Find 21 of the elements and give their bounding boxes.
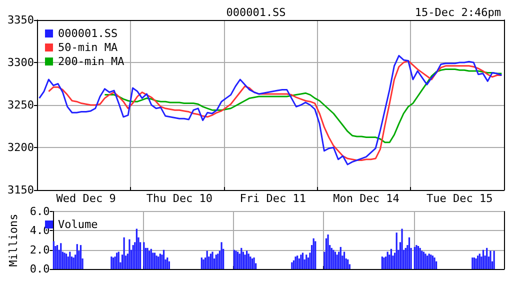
line-series: [104, 68, 502, 144]
legend-label: 200-min MA: [58, 55, 125, 68]
legend-label: 000001.SS: [58, 27, 118, 40]
y-tick-label: 3150: [8, 184, 34, 196]
y-tick-label: 3200: [8, 141, 34, 154]
y-tick-label: 3250: [8, 98, 34, 112]
y-axis-title: Millions: [7, 214, 20, 267]
x-tick-label: Fri Dec 11: [240, 192, 306, 205]
x-tick-label: Mon Dec 14: [333, 192, 400, 205]
x-tick-label: Wed Dec 9: [56, 192, 116, 205]
y-tick-label: 2.0: [30, 243, 50, 256]
y-tick-label: 3350: [8, 14, 34, 26]
chart-title: 000001.SS: [226, 6, 286, 19]
x-tick-label: Tue Dec 15: [426, 192, 493, 205]
chart-subtitle: 15-Dec 2:46pm: [414, 6, 502, 19]
y-tick-label: 3300: [8, 56, 34, 69]
legend-label: 50-min MA: [58, 41, 118, 54]
y-tick-label: 0.0: [30, 262, 50, 276]
legend-label: Volume: [58, 218, 98, 231]
y-tick-label: 6.0: [30, 205, 50, 218]
x-tick-label: Thu Dec 10: [146, 192, 213, 205]
